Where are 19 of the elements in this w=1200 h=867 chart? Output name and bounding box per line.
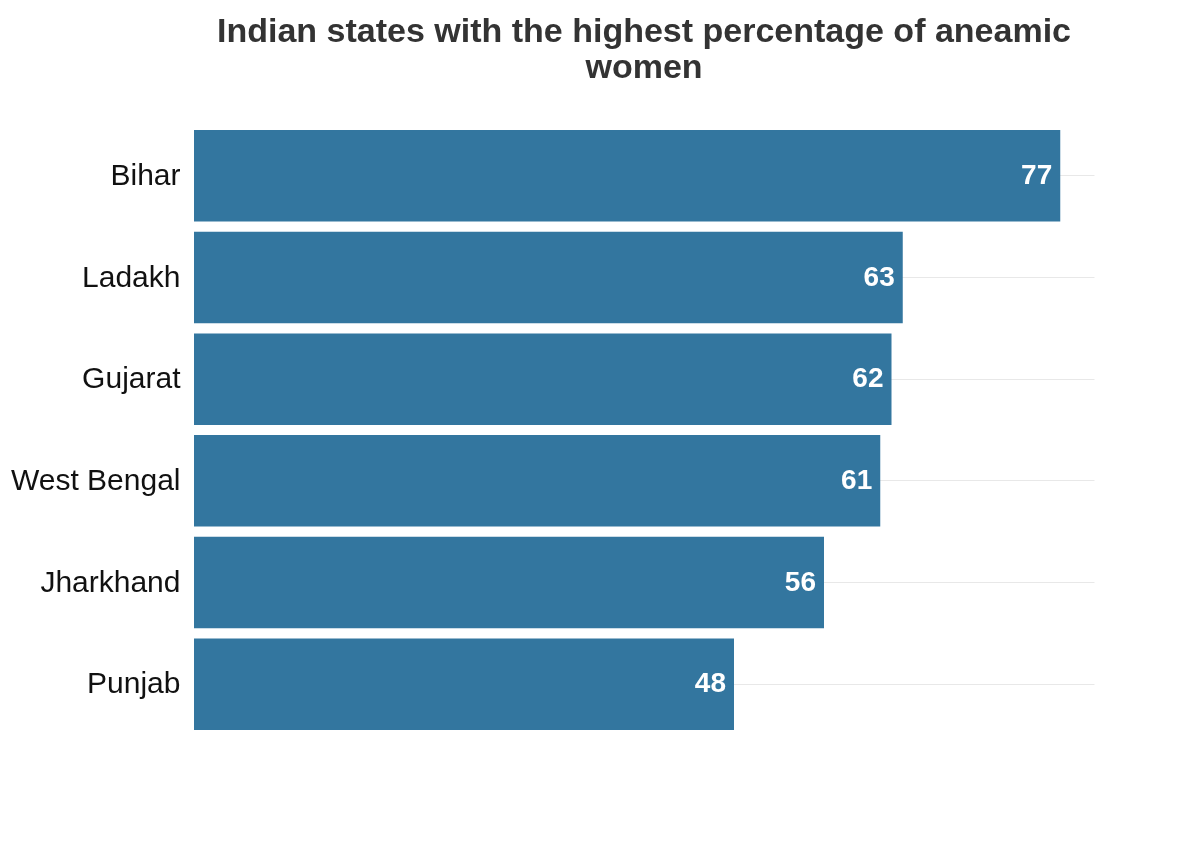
bar bbox=[194, 231, 903, 324]
y-tick-label: Gujarat bbox=[82, 361, 182, 395]
bar bbox=[194, 638, 734, 730]
data-label: 63 bbox=[863, 260, 895, 292]
bar bbox=[194, 435, 881, 527]
y-tick-label: Ladakh bbox=[82, 259, 181, 293]
data-label: 62 bbox=[852, 362, 884, 394]
data-label: 61 bbox=[841, 463, 873, 495]
y-tick-label: Bihar bbox=[110, 157, 181, 191]
y-tick-label: Jharkhand bbox=[40, 564, 181, 598]
bar bbox=[194, 333, 892, 425]
y-tick-label: West Bengal bbox=[10, 462, 181, 496]
data-label: 56 bbox=[784, 565, 816, 597]
data-label: 77 bbox=[1021, 158, 1053, 190]
chart-title: Indian states with the highest percentage of aneamic women bbox=[217, 11, 1071, 85]
bar bbox=[194, 536, 824, 629]
y-tick-label: Punjab bbox=[87, 666, 181, 700]
bar bbox=[194, 130, 1061, 222]
data-label: 48 bbox=[694, 667, 726, 699]
